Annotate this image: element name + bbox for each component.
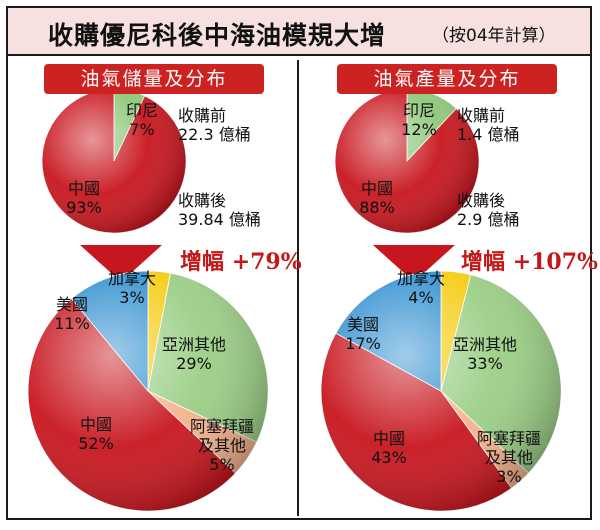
page-subtitle: （按04年計算）: [432, 26, 556, 46]
small-pie-shine: [335, 89, 479, 233]
big-pie-label-0: 加拿大 4%: [397, 269, 445, 307]
big-pie-label-1: 亞洲其他 33%: [453, 335, 517, 373]
reserves-before-value: 22.3 億桶: [178, 125, 251, 144]
panel-divider: [297, 60, 299, 516]
production-growth-label: 增幅: [461, 249, 506, 275]
reserves-growth: 增幅 +79%: [180, 244, 302, 276]
reserves-charts: 印尼 7% 中國 93% 加拿大 3%亞洲其他 29% 阿塞拜疆及其他 5% 中國 52% 美國 11%: [27, 88, 269, 512]
reserves-growth-label: 增幅: [180, 249, 225, 275]
arrow-icon: [373, 245, 455, 282]
production-after-label: 收購後: [457, 191, 506, 210]
production-panel: 印尼 12% 中國 88% 加拿大 4% 亞洲其他 33% 阿塞拜疆及其他 3% 中國 43% 美國 17…: [305, 60, 598, 516]
small-pie-label-1: 中國 93%: [66, 179, 102, 217]
big-pie-label-2: 阿塞拜疆及其他 3%: [477, 429, 541, 486]
reserves-after-label: 收購後: [178, 191, 227, 210]
production-growth-value: +107%: [512, 249, 598, 275]
reserves-heading: 油氣儲量及分布: [44, 64, 264, 94]
big-pie-shine: [321, 271, 561, 511]
big-pie-label-3: 中國 43%: [371, 429, 407, 467]
production-heading: 油氣產量及分布: [337, 64, 557, 94]
big-pie-label-3: 中國 52%: [78, 415, 114, 453]
small-pie-label-0: 印尼 7%: [126, 101, 158, 139]
production-growth: 增幅 +107%: [461, 244, 598, 276]
big-pie-label-0: 加拿大 3%: [108, 269, 156, 307]
page-title: 收購優尼科後中海油模規大增: [48, 21, 387, 50]
small-pie-label-1: 中國 88%: [359, 179, 395, 217]
reserves-before-label: 收購前: [178, 106, 227, 125]
arrow-icon: [80, 245, 162, 282]
reserves-growth-value: +79%: [231, 249, 302, 275]
production-before-value: 1.4 億桶: [457, 125, 520, 144]
big-pie-label-4: 美國 11%: [54, 295, 90, 333]
reserves-after-value: 39.84 億桶: [178, 210, 261, 229]
production-after-value: 2.9 億桶: [457, 210, 520, 229]
small-pie-shine: [42, 89, 186, 233]
production-charts: 印尼 12% 中國 88% 加拿大 4%亞洲其他 33% 阿塞拜疆及其他 3% 中國 43% 美國 17…: [320, 88, 562, 512]
production-before-label: 收購前: [457, 106, 506, 125]
big-pie-label-4: 美國 17%: [345, 315, 381, 353]
small-pie-label-0: 印尼 12%: [401, 101, 437, 139]
title-bar: 收購優尼科後中海油模規大增 （按04年計算）: [8, 8, 590, 56]
reserves-panel: 印尼 7% 中國 93% 加拿大 3% 亞洲其他 29% 阿塞拜疆及其他 5% 中國 52% 美國 11%…: [12, 60, 302, 516]
big-pie-label-1: 亞洲其他 29%: [162, 335, 226, 373]
big-pie-label-2: 阿塞拜疆及其他 5%: [190, 417, 254, 474]
infographic-frame: 收購優尼科後中海油模規大增 （按04年計算） 印尼 7% 中國 93% 加拿大 3% 亞洲其…: [6, 6, 598, 520]
big-pie-shine: [28, 271, 268, 511]
